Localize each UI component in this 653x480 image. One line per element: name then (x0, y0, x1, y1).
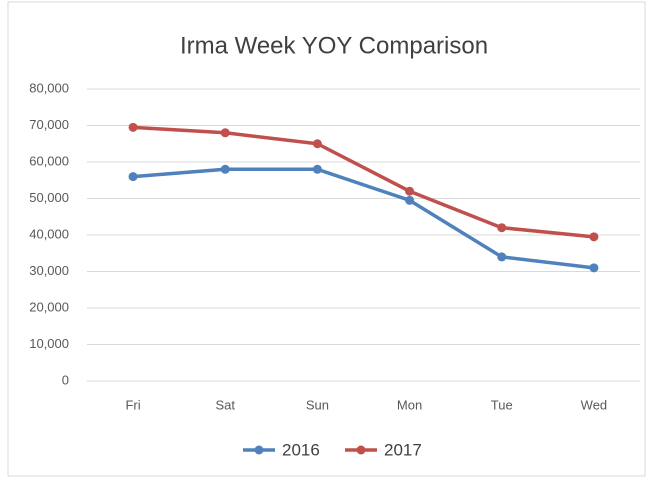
data-point (405, 186, 415, 196)
y-tick-label: 70,000 (29, 117, 69, 132)
y-tick-label: 30,000 (29, 263, 69, 278)
y-tick-label: 40,000 (29, 226, 69, 241)
data-point (128, 122, 138, 132)
y-tick-label: 20,000 (29, 299, 69, 314)
chart-title: Irma Week YOY Comparison (180, 32, 488, 59)
series-line (132, 125, 595, 239)
x-tick-label: Wed (581, 397, 608, 412)
x-tick-label: Mon (397, 397, 422, 412)
legend-marker (254, 445, 264, 455)
y-tick-label: 50,000 (29, 190, 69, 205)
data-point (220, 128, 230, 138)
legend-label: 2016 (282, 440, 320, 459)
legend-marker (356, 445, 366, 455)
x-tick-label: Sun (306, 397, 329, 412)
x-tick-label: Tue (491, 397, 513, 412)
data-point (312, 139, 322, 149)
data-point (497, 223, 507, 233)
data-point (589, 232, 599, 242)
data-point (405, 195, 415, 205)
y-tick-label: 80,000 (29, 80, 69, 95)
chart-border (7, 1, 646, 477)
x-tick-label: Fri (125, 397, 140, 412)
y-tick-label: 60,000 (29, 153, 69, 168)
data-point (128, 172, 138, 182)
data-point (497, 252, 507, 262)
legend-label: 2017 (384, 440, 422, 459)
y-tick-label: 10,000 (29, 336, 69, 351)
x-tick-label: Sat (215, 397, 235, 412)
data-point (220, 164, 230, 174)
data-point (589, 263, 599, 273)
data-point (312, 164, 322, 174)
y-tick-label: 0 (62, 372, 69, 387)
series-line (132, 167, 595, 270)
